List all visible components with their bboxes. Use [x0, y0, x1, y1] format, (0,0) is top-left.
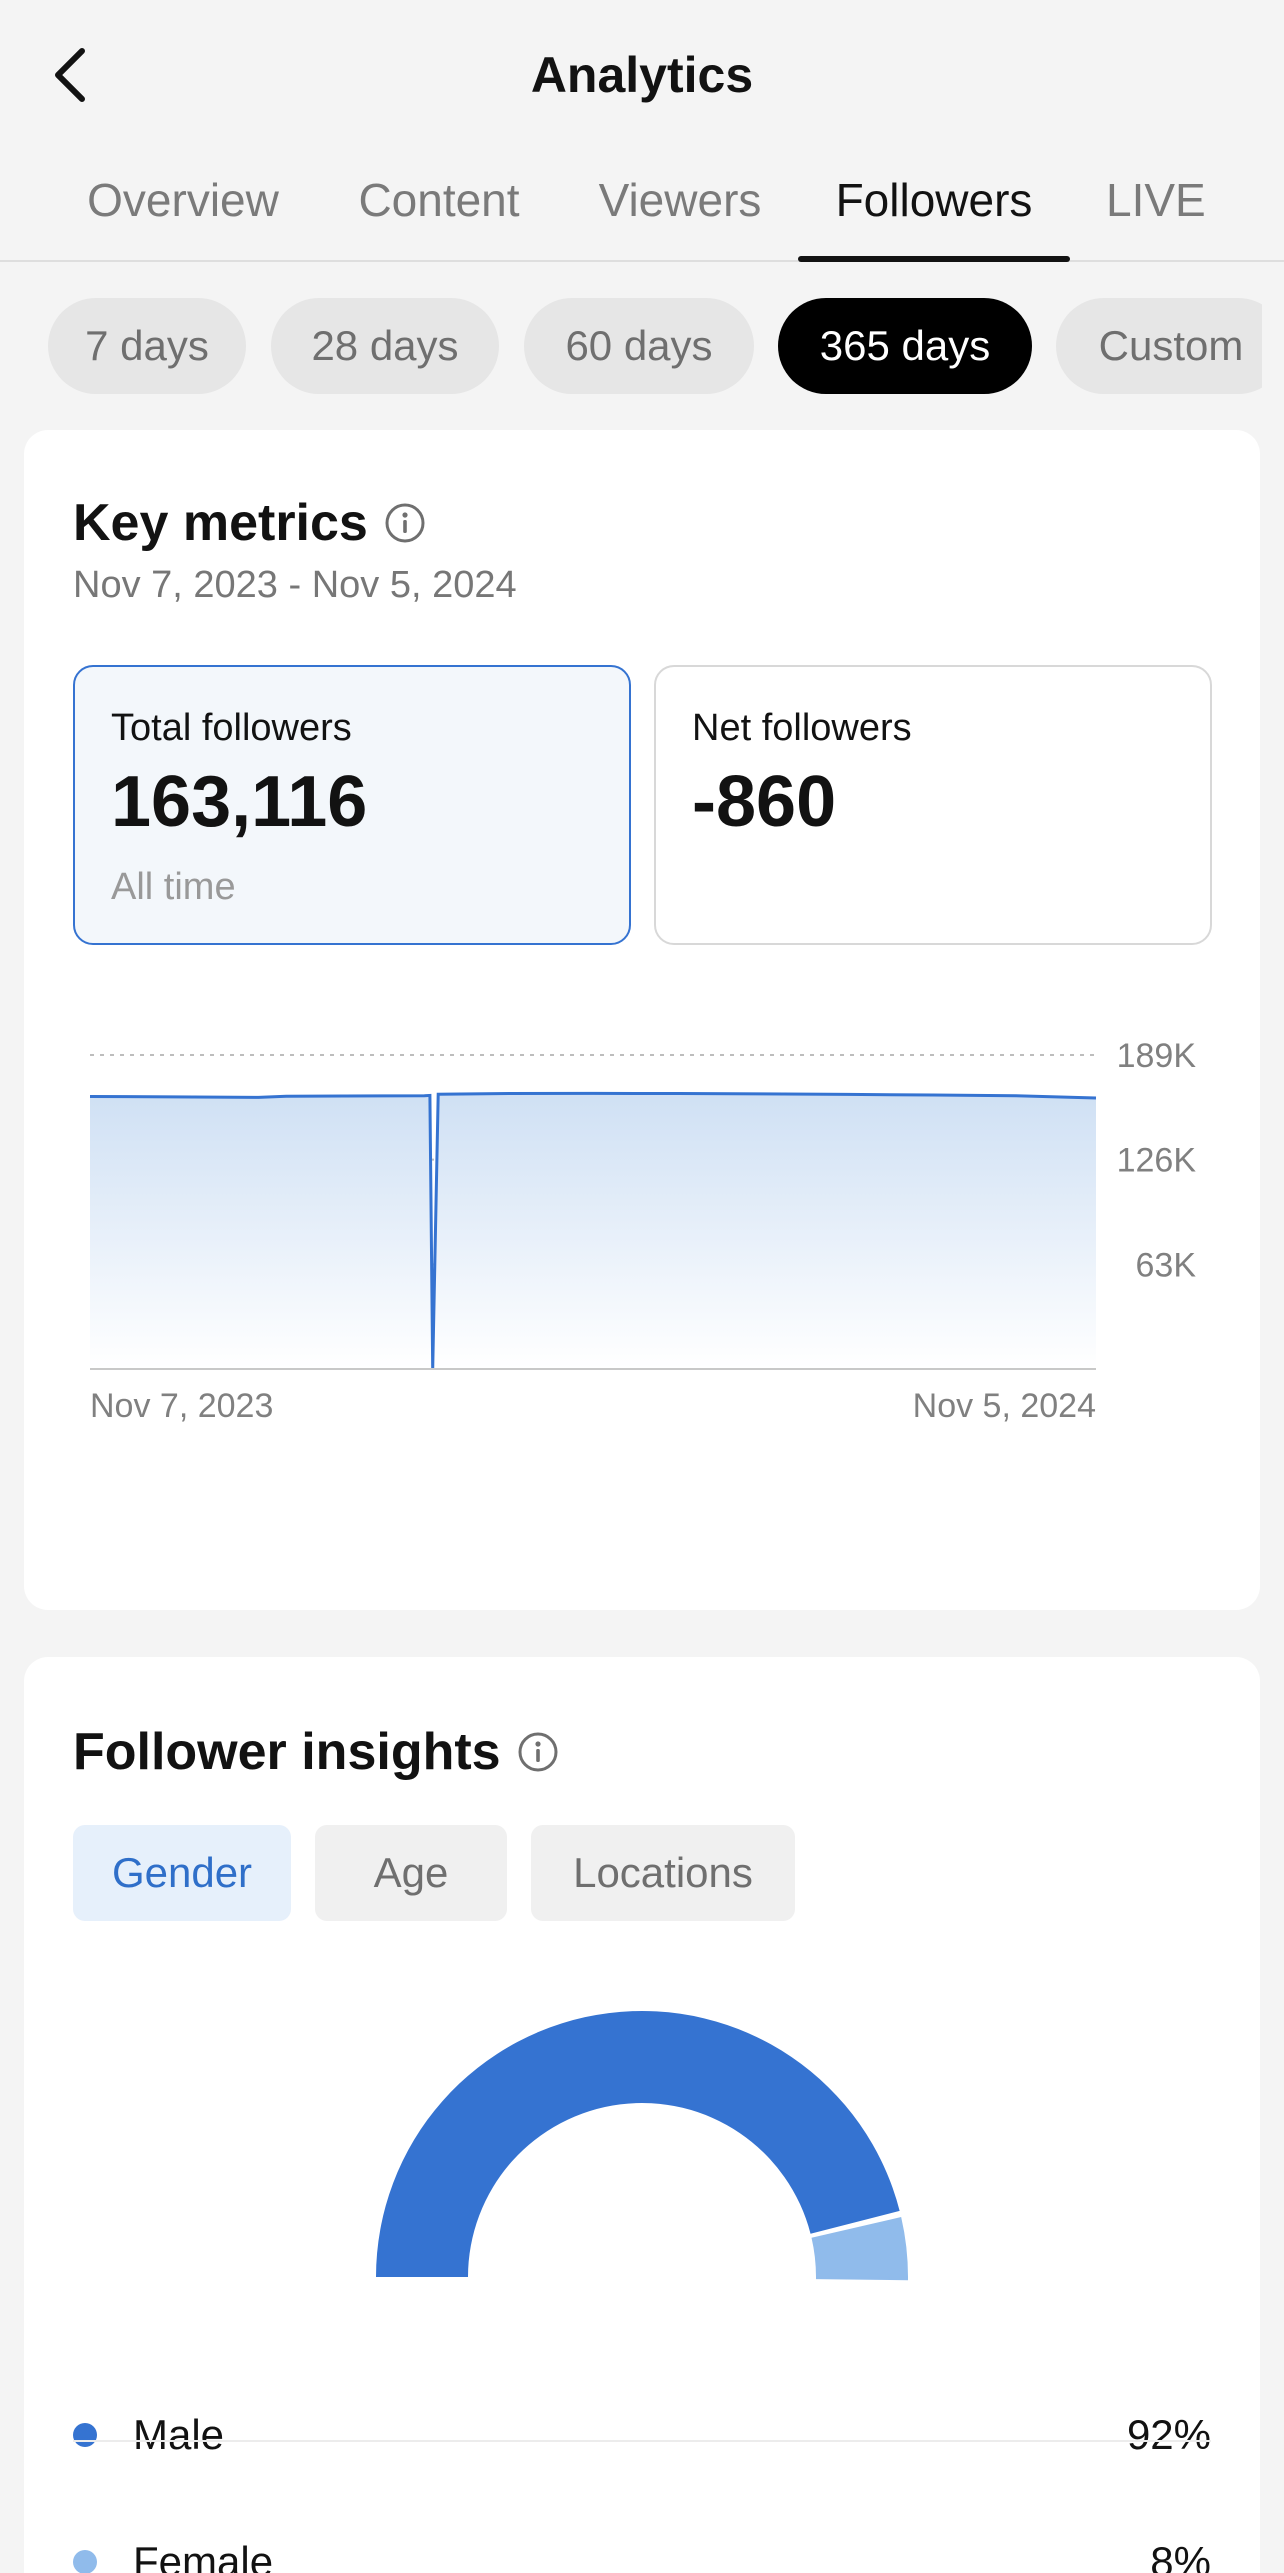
y-tick-label: 189K [1117, 1037, 1197, 1075]
range-365-days[interactable]: 365 days [778, 298, 1032, 394]
key-metrics-title: Key metrics [73, 488, 426, 558]
legend-divider [73, 2440, 1211, 2442]
tab-overview[interactable]: Overview [87, 174, 279, 226]
chevron-left-icon [55, 48, 85, 102]
x-tick-label-end: Nov 5, 2024 [913, 1387, 1096, 1425]
analytics-tabs: Overview Content Viewers Followers LIVE [0, 160, 1284, 262]
legend-label-male: Male [133, 2411, 225, 2458]
legend-value-female: 8% [1150, 2538, 1211, 2573]
gender-slice-female [811, 2217, 908, 2281]
header: Analytics [0, 0, 1284, 150]
legend-dot-male [73, 2423, 97, 2447]
y-tick-label: 126K [1117, 1142, 1197, 1180]
follower-insights-heading: Follower insights [73, 1723, 501, 1781]
net-followers-label: Net followers [692, 707, 912, 749]
total-followers-card[interactable]: Total followers 163,116 All time [73, 665, 631, 945]
page-title: Analytics [530, 47, 754, 103]
range-custom[interactable]: Custom [1056, 298, 1262, 394]
total-followers-value: 163,116 [111, 762, 368, 842]
legend-value-male: 92% [1126, 2411, 1211, 2458]
x-tick-label-start: Nov 7, 2023 [90, 1387, 273, 1425]
info-icon[interactable] [384, 502, 426, 544]
legend-row-male: Male 92% [73, 2380, 1211, 2490]
legend-label-female: Female [133, 2538, 274, 2573]
date-range-selector: 7 days 28 days 60 days 365 days Custom [0, 298, 1262, 394]
legend-dot-female [73, 2550, 97, 2573]
chart-area [90, 1093, 1096, 1369]
total-followers-sub: All time [111, 866, 236, 908]
tab-viewers[interactable]: Viewers [598, 174, 762, 226]
net-followers-value: -860 [692, 762, 837, 842]
date-range-text: Nov 7, 2023 - Nov 5, 2024 [73, 564, 517, 606]
followers-area-chart: 189K 126K 63K Nov 7, 2023 Nov 5, 2024 [89, 1037, 1197, 1425]
gender-half-donut-chart [376, 2010, 908, 2281]
tab-followers[interactable]: Followers [798, 160, 1070, 262]
net-followers-card[interactable]: Net followers -860 [654, 665, 1212, 945]
insight-tab-age[interactable]: Age [315, 1825, 507, 1921]
range-7-days[interactable]: 7 days [48, 298, 246, 394]
total-followers-label: Total followers [111, 707, 352, 749]
back-button[interactable] [40, 40, 100, 110]
key-metrics-heading: Key metrics [73, 494, 368, 552]
range-60-days[interactable]: 60 days [524, 298, 754, 394]
follower-insights-card: Follower insights Gender Age Locations M… [24, 1657, 1260, 2573]
range-28-days[interactable]: 28 days [271, 298, 499, 394]
y-tick-label: 63K [1136, 1246, 1197, 1284]
info-icon[interactable] [517, 1731, 559, 1773]
tab-content[interactable]: Content [358, 174, 520, 226]
insight-tab-gender[interactable]: Gender [73, 1825, 291, 1921]
insight-tab-locations[interactable]: Locations [531, 1825, 795, 1921]
legend-row-female: Female 8% [73, 2507, 1211, 2573]
chart-line [89, 1091, 1097, 1370]
tab-live[interactable]: LIVE [1106, 174, 1206, 226]
gender-slice-male [376, 2010, 900, 2277]
follower-insights-title: Follower insights [73, 1717, 559, 1787]
key-metrics-card: Key metrics Nov 7, 2023 - Nov 5, 2024 To… [24, 430, 1260, 1610]
